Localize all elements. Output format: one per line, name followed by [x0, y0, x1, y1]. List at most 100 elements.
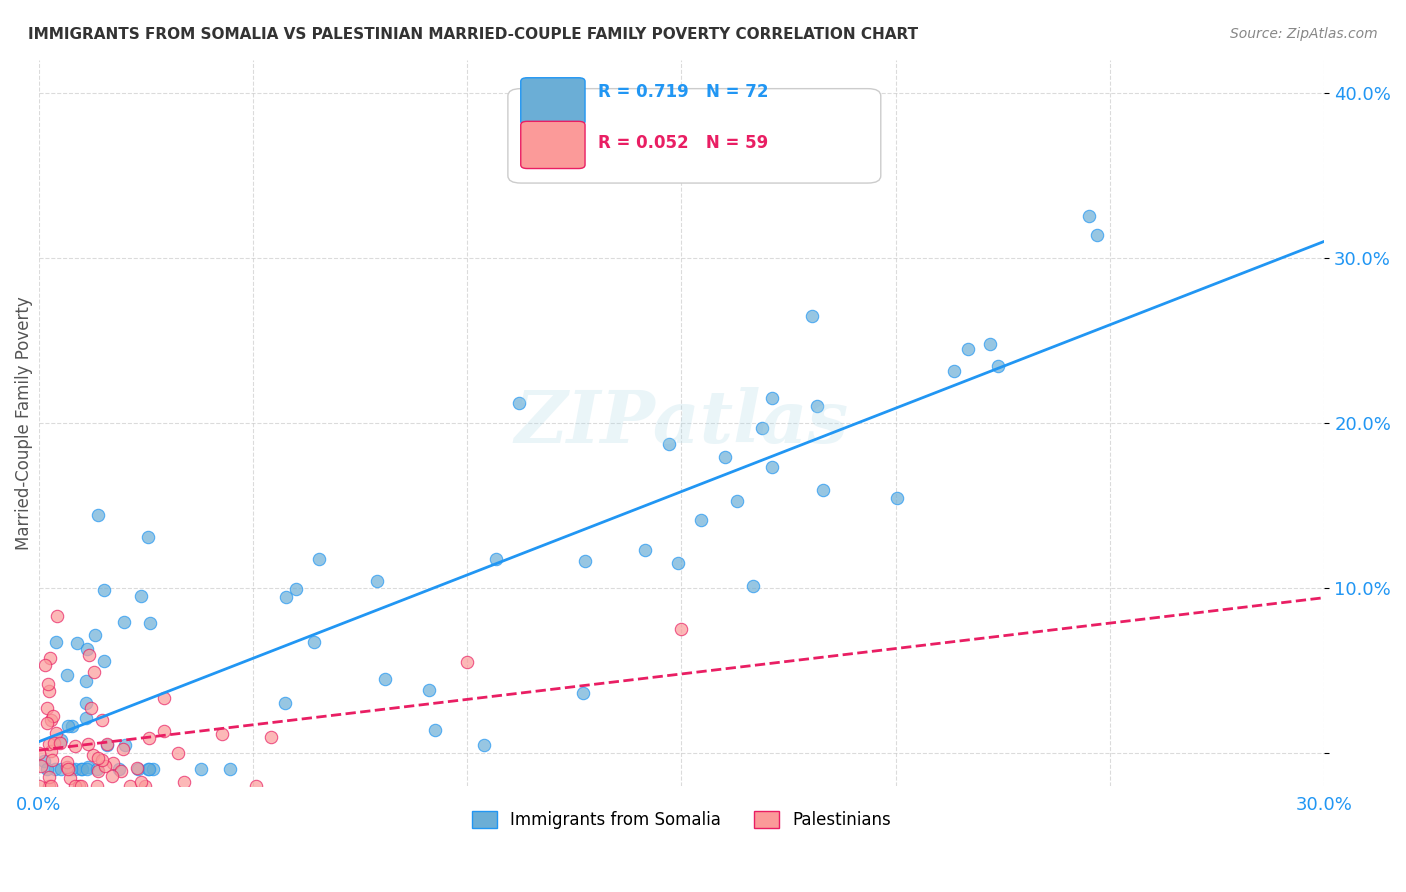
Point: [35, 701, 58, 715]
Point: [274, 590, 297, 604]
Point: [67, 779, 90, 793]
Point: [886, 491, 908, 505]
Point: [761, 460, 783, 475]
Point: [56, 762, 79, 776]
Point: [38, 737, 60, 751]
Point: [274, 696, 297, 710]
Point: [957, 342, 980, 356]
Point: [508, 396, 530, 410]
Point: [308, 552, 330, 566]
Point: [725, 494, 748, 508]
Text: ZIPatlas: ZIPatlas: [515, 387, 849, 458]
Point: [127, 762, 149, 776]
Point: [153, 691, 176, 706]
Point: [302, 635, 325, 649]
Point: [93, 654, 115, 668]
Point: [96, 737, 118, 751]
Point: [136, 762, 159, 776]
Point: [634, 543, 657, 558]
Point: [425, 723, 447, 737]
Point: [101, 769, 124, 783]
Point: [120, 779, 142, 793]
Point: [49, 762, 72, 776]
Point: [671, 622, 693, 636]
Point: [75, 711, 97, 725]
Point: [418, 683, 440, 698]
Point: [801, 310, 824, 324]
Legend: Immigrants from Somalia, Palestinians: Immigrants from Somalia, Palestinians: [465, 804, 898, 836]
Point: [129, 589, 152, 603]
Y-axis label: Married-Couple Family Poverty: Married-Couple Family Poverty: [15, 296, 32, 549]
Point: [101, 756, 124, 770]
Point: [806, 399, 828, 413]
Point: [76, 738, 98, 752]
Point: [63, 779, 86, 793]
Point: [44, 762, 66, 776]
Point: [374, 673, 396, 687]
Point: [38, 770, 60, 784]
Point: [484, 551, 506, 566]
Point: [167, 746, 190, 760]
Point: [138, 762, 160, 776]
Point: [45, 726, 67, 740]
Point: [129, 775, 152, 789]
Point: [42, 735, 65, 749]
Point: [66, 636, 89, 650]
Point: [689, 513, 711, 527]
Point: [41, 713, 63, 727]
Point: [93, 583, 115, 598]
Point: [69, 779, 91, 793]
Point: [56, 668, 79, 682]
Point: [285, 582, 308, 596]
Point: [979, 337, 1001, 351]
Point: [574, 554, 596, 568]
Point: [1085, 227, 1108, 242]
Point: [91, 753, 114, 767]
Point: [76, 641, 98, 656]
Point: [38, 683, 60, 698]
Point: [39, 651, 62, 665]
Point: [572, 686, 595, 700]
Point: [245, 779, 267, 793]
Point: [32, 754, 55, 768]
Text: R = 0.052   N = 59: R = 0.052 N = 59: [598, 134, 768, 153]
Point: [75, 696, 97, 710]
Point: [111, 741, 134, 756]
FancyBboxPatch shape: [520, 121, 585, 169]
Point: [110, 764, 132, 778]
Point: [65, 739, 87, 753]
Point: [37, 677, 59, 691]
Point: [741, 579, 763, 593]
Point: [813, 483, 835, 498]
Point: [108, 762, 131, 776]
Point: [28, 779, 51, 793]
Point: [90, 713, 112, 727]
Text: Source: ZipAtlas.com: Source: ZipAtlas.com: [1230, 27, 1378, 41]
Point: [86, 779, 108, 793]
Point: [86, 762, 108, 776]
Point: [37, 715, 59, 730]
Point: [260, 730, 283, 744]
Point: [38, 779, 60, 793]
Point: [77, 648, 100, 662]
Point: [63, 762, 86, 776]
Point: [58, 719, 80, 733]
Point: [658, 436, 681, 450]
Point: [60, 719, 83, 733]
Point: [83, 628, 105, 642]
Text: IMMIGRANTS FROM SOMALIA VS PALESTINIAN MARRIED-COUPLE FAMILY POVERTY CORRELATION: IMMIGRANTS FROM SOMALIA VS PALESTINIAN M…: [28, 27, 918, 42]
Point: [76, 762, 98, 776]
Point: [942, 364, 965, 378]
Point: [34, 658, 56, 673]
Point: [39, 779, 62, 793]
FancyBboxPatch shape: [520, 78, 585, 125]
Point: [87, 508, 110, 522]
Point: [70, 762, 93, 776]
Point: [75, 674, 97, 689]
Point: [94, 758, 117, 772]
Point: [41, 744, 63, 758]
Point: [219, 762, 242, 776]
Point: [456, 655, 478, 669]
Point: [134, 779, 156, 793]
Point: [139, 615, 162, 630]
